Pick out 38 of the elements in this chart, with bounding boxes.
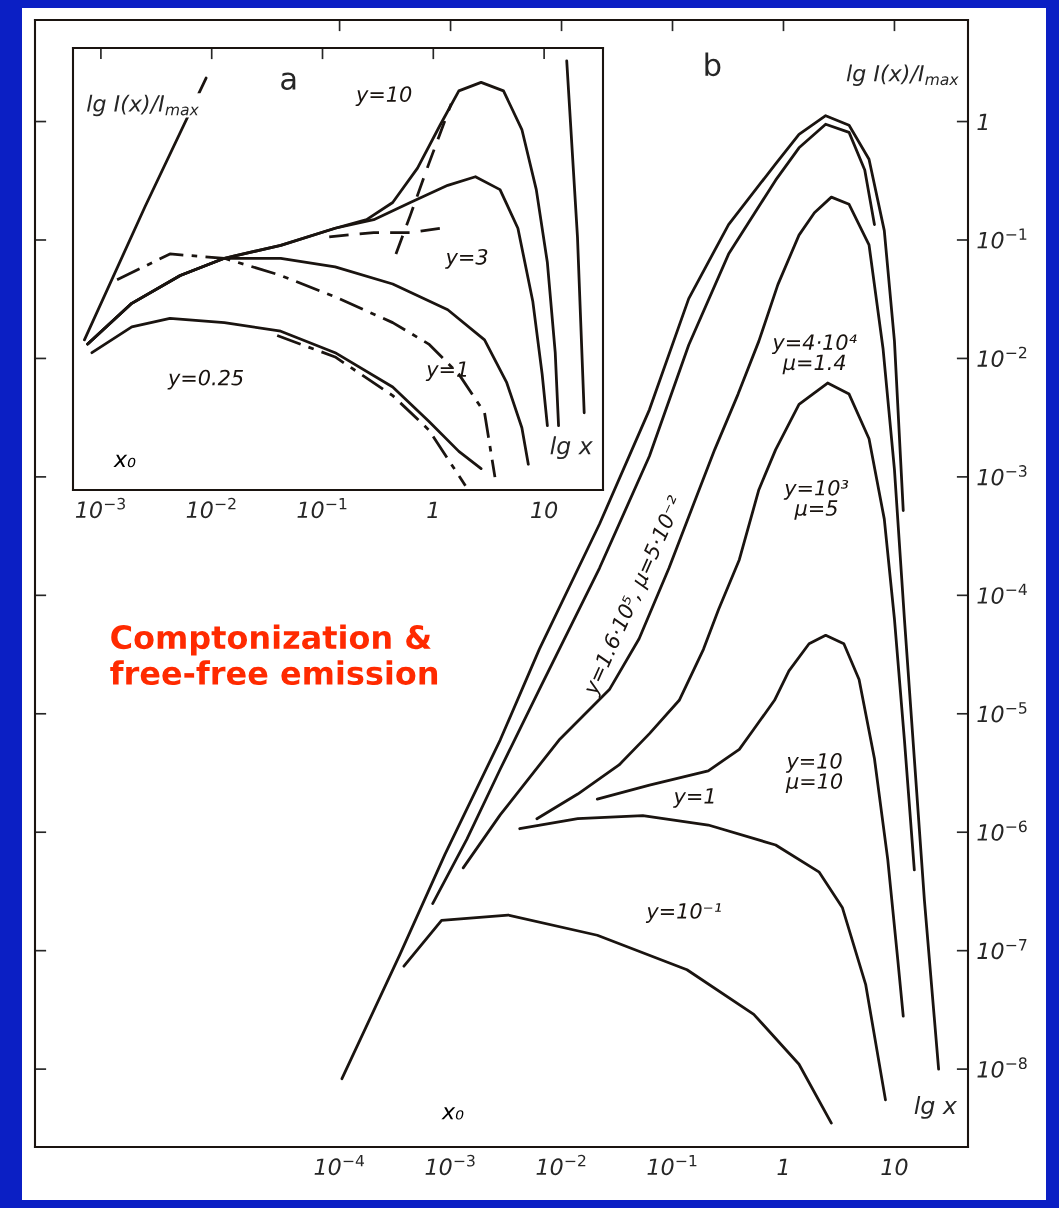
chart-title: a [281, 72, 296, 91]
y-tick-label: 10$^{−8}$ [977, 1057, 1027, 1078]
x-tick-label: 10$^{−4}$ [314, 1155, 365, 1176]
x-tick-label: 10$^{−1}$ [647, 1155, 697, 1176]
series-label: y=10 [355, 86, 412, 107]
y-tick-label: 10$^{−7}$ [977, 939, 1027, 960]
x-tick-label: 10$^{−2}$ [536, 1154, 586, 1176]
x-tick-label: 1 [427, 501, 438, 518]
series-label: y=3 [445, 248, 488, 269]
x-tick-label: 10$^{−3}$ [425, 1154, 475, 1176]
series-label: y=10 μ=10 [785, 752, 843, 793]
x-tick-label: 10 [881, 1158, 908, 1176]
text: b [705, 52, 721, 77]
y-tick-label: 10$^{−4}$ [977, 583, 1027, 604]
series-label: y=4·10⁴ μ=1.4 [771, 334, 857, 375]
series-label: y=10⁻¹ [645, 903, 721, 923]
x-tick-label: 1 [777, 1158, 788, 1175]
series-label: y=1 [673, 788, 714, 808]
annotation: x₀ [113, 454, 136, 468]
x-axis-title: lg x [914, 1095, 958, 1119]
y-axis-title: lg I(x)/I$_{max}$ [846, 64, 959, 86]
annotation: Comptonization & free-free emission [110, 624, 438, 686]
y-tick-label: 10$^{−1}$ [977, 228, 1027, 249]
x-tick-label: 10$^{−3}$ [75, 497, 125, 519]
x-axis-title: lg x [550, 436, 593, 460]
annotation: x₀ [441, 1107, 464, 1120]
text: y=0.25 [167, 369, 244, 390]
y-tick-label: 1 [977, 113, 988, 130]
y-axis-title: lg I(x)/I$_{max}$ [87, 94, 199, 117]
x-tick-label: 10$^{−2}$ [186, 497, 236, 519]
y-tick-label: 10$^{−5}$ [977, 702, 1027, 723]
series-label: y=10³ μ=5 [783, 479, 849, 520]
y-tick-label: 10$^{−2}$ [977, 346, 1027, 368]
y-tick-label: 10$^{−3}$ [977, 465, 1027, 486]
x-tick-label: 10 [531, 501, 558, 519]
x-tick-label: 10$^{−1}$ [297, 498, 347, 519]
y-tick-label: 10$^{−6}$ [977, 820, 1027, 841]
series-label: y=1 [425, 361, 467, 381]
